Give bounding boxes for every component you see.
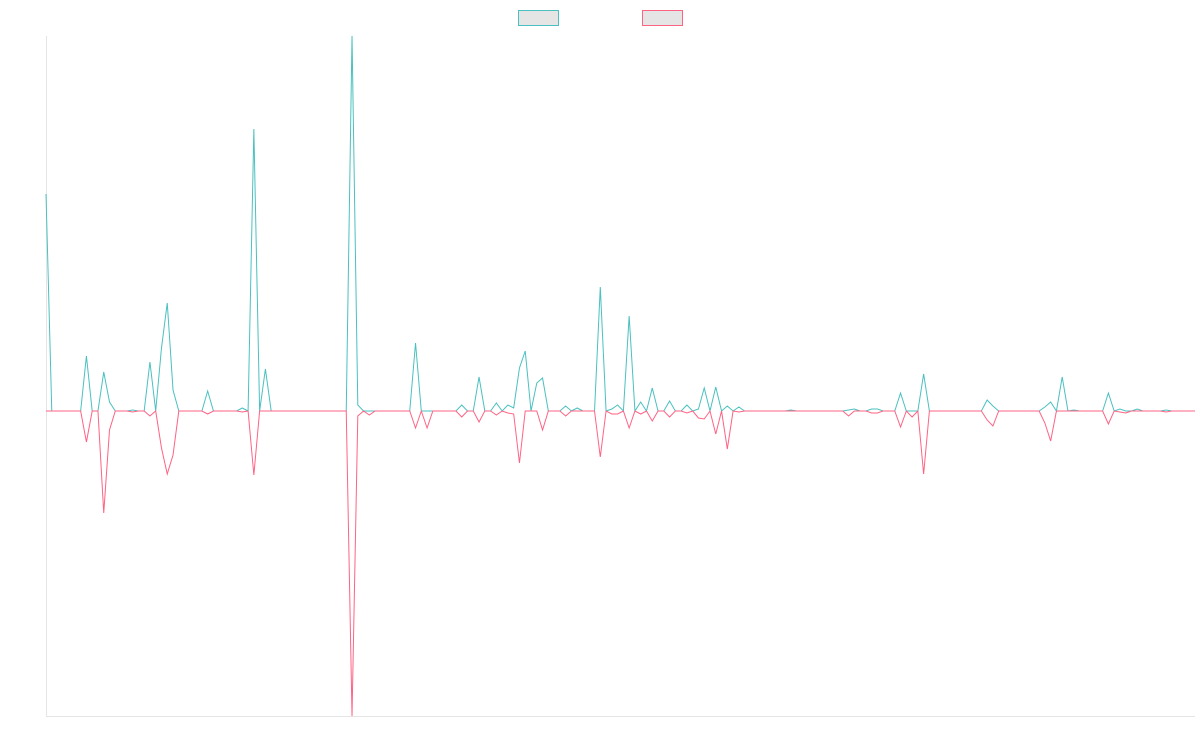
axes	[46, 36, 1195, 717]
legend-swatch	[518, 10, 559, 26]
legend-swatch	[642, 10, 683, 26]
series-line	[45, 35, 1195, 413]
series-line	[46, 409, 1195, 717]
